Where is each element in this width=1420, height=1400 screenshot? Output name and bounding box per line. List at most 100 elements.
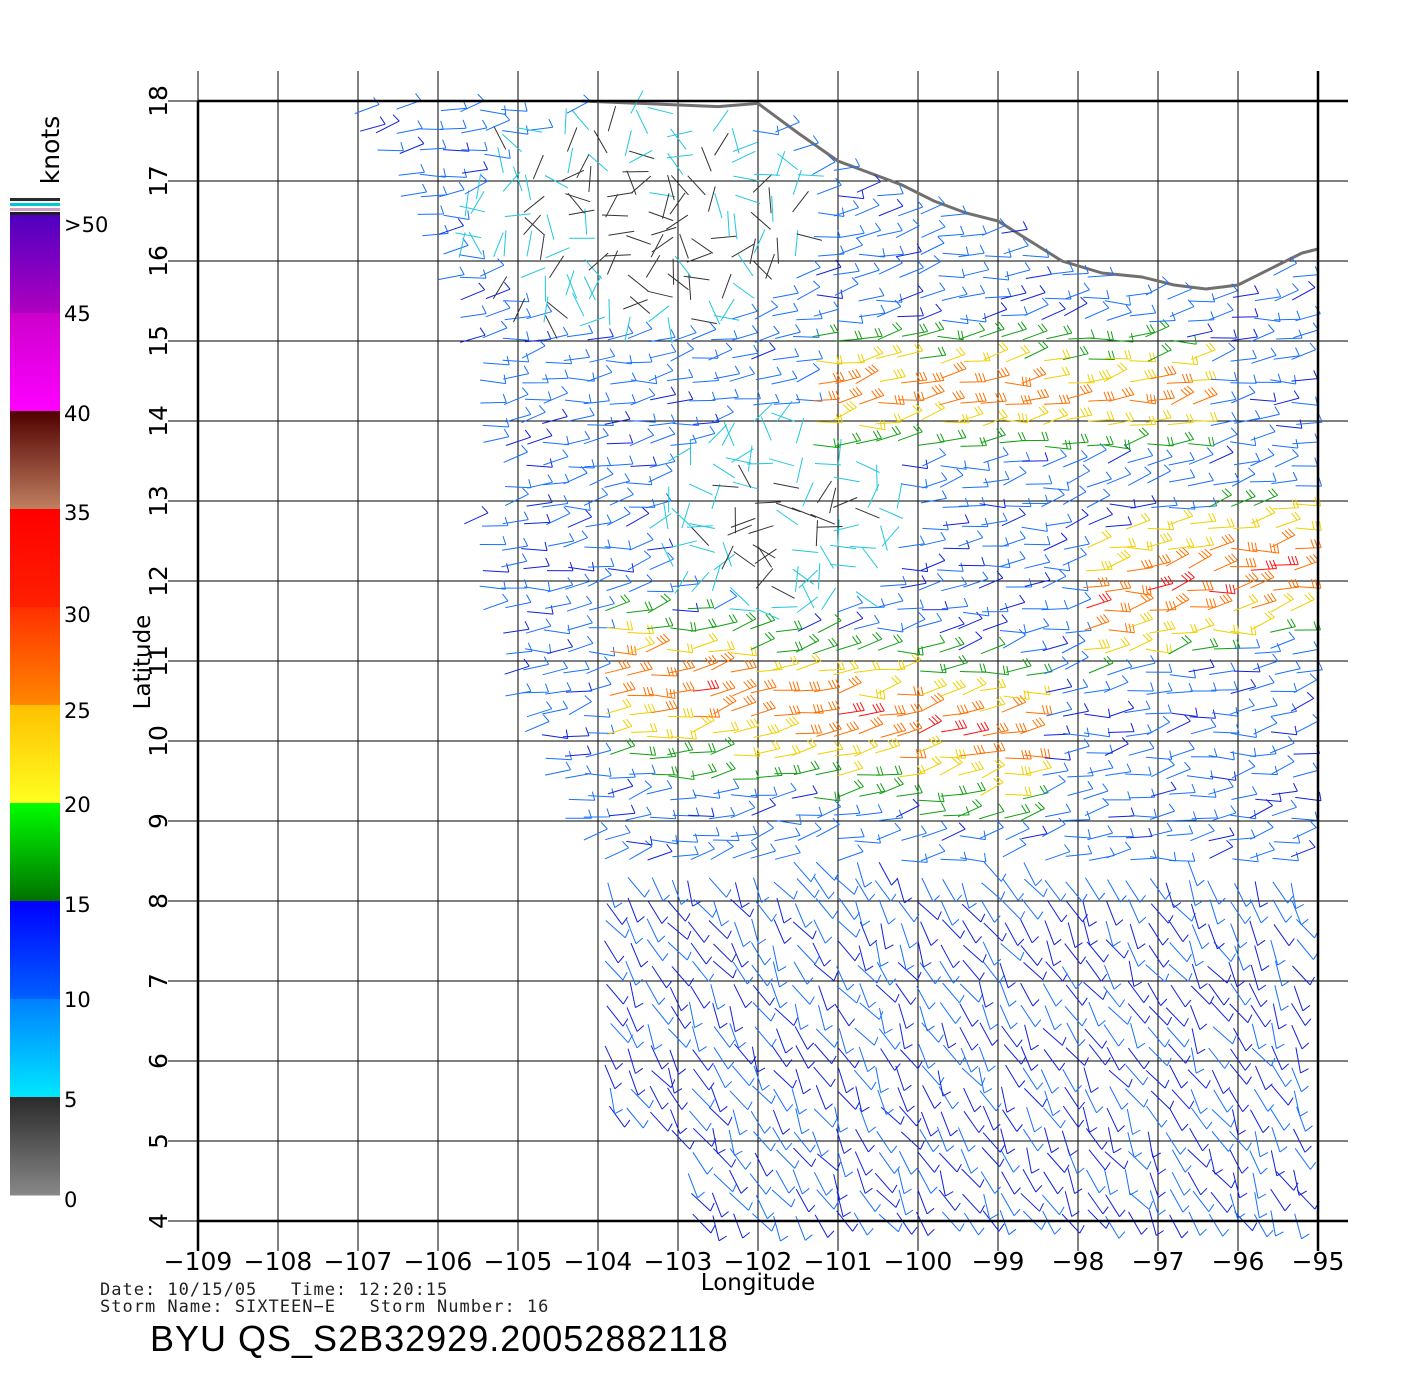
wind-barb <box>1274 960 1290 987</box>
wind-barb <box>688 807 715 817</box>
lat-tick-label: 10 <box>144 725 173 757</box>
wind-barb <box>1062 1105 1085 1128</box>
colorbar-band <box>10 607 60 706</box>
wind-barb <box>566 324 594 338</box>
wind-barb <box>651 1003 674 1025</box>
wind-barb <box>544 761 572 776</box>
storm-info-line: Storm Name: SIXTEEN−E Storm Number: 16 <box>100 1297 550 1317</box>
wind-barb <box>1251 610 1275 630</box>
wind-barb <box>900 923 918 949</box>
wind-barb <box>626 835 653 846</box>
wind-barb <box>593 130 608 154</box>
wind-barb <box>526 230 533 257</box>
wind-barb <box>939 468 964 488</box>
wind-barb <box>836 1191 851 1218</box>
wind-barb <box>580 316 606 327</box>
wind-barb <box>650 234 664 258</box>
wind-barb <box>900 1131 925 1150</box>
colorbar-band <box>10 803 60 902</box>
wind-barb <box>1229 1130 1252 1151</box>
wind-barb <box>583 808 611 818</box>
wind-barb <box>635 109 649 134</box>
wind-barb <box>1230 349 1257 362</box>
wind-barb <box>626 1107 649 1129</box>
wind-barb <box>917 735 943 754</box>
wind-barb <box>1147 449 1173 466</box>
wind-barb <box>813 390 840 402</box>
wind-barb <box>877 245 905 257</box>
wind-barb <box>1296 1106 1313 1132</box>
wind-barb <box>772 347 800 361</box>
wind-barb <box>942 655 968 671</box>
wind-barb <box>752 544 776 559</box>
wind-barb <box>1230 385 1256 404</box>
wind-barb <box>1005 395 1032 405</box>
wind-barb <box>815 520 818 547</box>
wind-barb <box>1190 1107 1213 1130</box>
wind-barb <box>627 897 645 923</box>
wind-barb <box>1254 288 1282 302</box>
wind-barb <box>917 756 942 775</box>
wind-barb <box>1231 786 1258 800</box>
wind-barb <box>1020 1046 1039 1071</box>
wind-barb <box>821 587 837 610</box>
lat-tick-label: 11 <box>144 645 173 677</box>
wind-barb <box>833 721 860 737</box>
wind-barb <box>959 1026 979 1051</box>
wind-barb <box>795 1068 811 1095</box>
wind-barb <box>813 919 833 944</box>
wind-barb <box>562 727 590 738</box>
wind-barb <box>672 845 699 858</box>
wind-barb <box>583 487 609 506</box>
wind-barb <box>1251 765 1278 776</box>
wind-barb <box>979 321 1005 338</box>
wind-barb <box>793 760 820 776</box>
wind-barb <box>1147 1026 1171 1048</box>
wind-barb <box>753 877 770 903</box>
wind-barb <box>674 571 689 595</box>
wind-barb <box>940 679 966 697</box>
wind-barb <box>1274 660 1301 675</box>
wind-barb <box>961 1168 985 1188</box>
wind-barb <box>689 1110 712 1132</box>
wind-barb <box>983 558 1011 568</box>
wind-barb <box>1189 940 1204 967</box>
wind-barb <box>877 633 903 651</box>
wind-barb <box>647 538 674 551</box>
wind-barb <box>479 535 507 546</box>
wind-barb <box>1270 592 1295 613</box>
wind-barb <box>505 479 532 489</box>
wind-barb <box>548 532 575 547</box>
wind-barb <box>713 900 730 927</box>
wind-barb <box>796 878 820 899</box>
wind-barb <box>940 1111 958 1137</box>
wind-barb <box>859 1107 877 1133</box>
lon-tick-label: −96 <box>1212 1247 1265 1276</box>
wind-barb <box>734 882 750 909</box>
wind-barb <box>1001 306 1028 317</box>
wind-barb <box>1210 412 1237 426</box>
wind-barb <box>983 961 1005 983</box>
wind-barb <box>943 806 970 817</box>
wind-barb <box>523 656 550 671</box>
wind-barb <box>1213 472 1240 486</box>
wind-barb <box>1230 923 1248 949</box>
wind-barb <box>458 249 485 260</box>
wind-barb <box>585 742 612 758</box>
wind-barb <box>1273 924 1295 946</box>
wind-barb <box>1023 1088 1048 1108</box>
wind-barb <box>671 507 691 527</box>
wind-barb <box>708 300 721 325</box>
wind-barb <box>1231 489 1256 507</box>
wind-barb <box>963 1087 982 1113</box>
colorbar-band <box>10 313 60 412</box>
wind-barb <box>817 799 842 819</box>
wind-barb <box>1086 744 1114 754</box>
wind-barb <box>400 183 428 197</box>
wind-barb <box>585 514 612 528</box>
wind-barb <box>732 303 758 320</box>
wind-barb <box>1147 982 1168 1006</box>
wind-barb <box>1151 758 1175 778</box>
wind-barb <box>1253 488 1279 507</box>
wind-barb <box>1106 900 1124 926</box>
